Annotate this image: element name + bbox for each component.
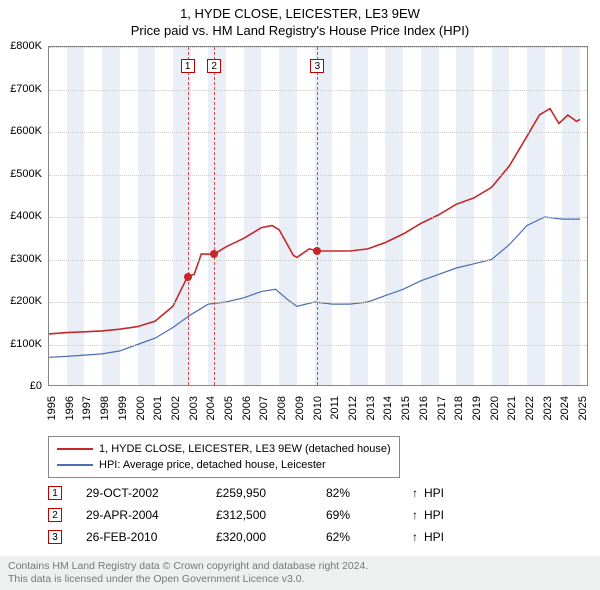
x-tick-label: 1998: [99, 396, 111, 420]
legend: 1, HYDE CLOSE, LEICESTER, LE3 9EW (detac…: [48, 436, 400, 478]
series-property: [49, 109, 580, 334]
sale-date: 29-OCT-2002: [86, 486, 216, 500]
sale-vline: [188, 47, 189, 385]
sale-suffix: HPI: [424, 486, 444, 500]
sale-price: £320,000: [216, 530, 326, 544]
x-tick-label: 2010: [312, 396, 324, 420]
x-tick-label: 2020: [489, 396, 501, 420]
legend-label-hpi: HPI: Average price, detached house, Leic…: [99, 457, 326, 473]
sale-vline: [317, 47, 318, 385]
legend-swatch-property: [57, 448, 93, 450]
x-tick-label: 2016: [418, 396, 430, 420]
x-tick-label: 2015: [400, 396, 412, 420]
legend-label-property: 1, HYDE CLOSE, LEICESTER, LE3 9EW (detac…: [99, 441, 391, 457]
sale-suffix: HPI: [424, 508, 444, 522]
sale-vline: [214, 47, 215, 385]
x-tick-label: 1997: [81, 396, 93, 420]
sales-row: 2 29-APR-2004£312,50069%↑HPI: [48, 504, 444, 526]
y-tick-label: £700K: [0, 83, 42, 95]
y-tick-label: £0: [0, 380, 42, 392]
x-tick-label: 2005: [223, 396, 235, 420]
chart: 123 £0£100K£200K£300K£400K£500K£600K£700…: [48, 46, 588, 406]
x-tick-label: 2004: [205, 396, 217, 420]
series-hpi: [49, 217, 580, 357]
page-subtitle: Price paid vs. HM Land Registry's House …: [0, 21, 600, 38]
footer-line-2: This data is licensed under the Open Gov…: [8, 573, 592, 586]
x-tick-label: 2025: [577, 396, 589, 420]
x-tick-label: 2018: [453, 396, 465, 420]
sale-ratio: 82%: [326, 486, 406, 500]
y-tick-label: £500K: [0, 168, 42, 180]
x-tick-label: 2008: [276, 396, 288, 420]
page-title: 1, HYDE CLOSE, LEICESTER, LE3 9EW: [0, 0, 600, 21]
footer-line-1: Contains HM Land Registry data © Crown c…: [8, 560, 592, 573]
x-tick-label: 1999: [117, 396, 129, 420]
footer: Contains HM Land Registry data © Crown c…: [0, 556, 600, 590]
y-tick-label: £800K: [0, 40, 42, 52]
x-tick-label: 2013: [365, 396, 377, 420]
x-tick-label: 2006: [241, 396, 253, 420]
sales-table: 129-OCT-2002£259,95082%↑HPI229-APR-2004£…: [48, 482, 444, 548]
sale-marker-box: 3: [310, 59, 324, 73]
y-tick-label: £600K: [0, 125, 42, 137]
plot-area: 12 3: [48, 46, 588, 386]
x-tick-label: 1995: [46, 396, 58, 420]
sale-ratio: 62%: [326, 530, 406, 544]
sale-marker-box: 2: [207, 59, 221, 73]
legend-swatch-hpi: [57, 464, 93, 466]
x-tick-label: 2014: [382, 396, 394, 420]
x-tick-label: 2019: [471, 396, 483, 420]
x-tick-label: 2002: [170, 396, 182, 420]
sale-dot: [210, 250, 218, 258]
sales-row: 3 26-FEB-2010£320,00062%↑HPI: [48, 526, 444, 548]
sale-price: £259,950: [216, 486, 326, 500]
sales-row: 1 29-OCT-2002£259,95082%↑HPI: [48, 482, 444, 504]
x-tick-label: 2003: [188, 396, 200, 420]
sale-marker-box: 1: [181, 59, 195, 73]
x-tick-label: 2017: [436, 396, 448, 420]
x-tick-label: 2021: [506, 396, 518, 420]
arrow-up-icon: ↑: [406, 486, 424, 500]
sale-suffix: HPI: [424, 530, 444, 544]
sale-date: 26-FEB-2010: [86, 530, 216, 544]
y-tick-label: £400K: [0, 210, 42, 222]
x-tick-label: 2023: [542, 396, 554, 420]
sale-ratio: 69%: [326, 508, 406, 522]
x-tick-label: 2024: [559, 396, 571, 420]
x-tick-label: 2012: [347, 396, 359, 420]
x-tick-label: 1996: [64, 396, 76, 420]
sale-dot: [184, 273, 192, 281]
sale-marker-box: 1: [48, 486, 62, 500]
arrow-up-icon: ↑: [406, 530, 424, 544]
legend-row-property: 1, HYDE CLOSE, LEICESTER, LE3 9EW (detac…: [57, 441, 391, 457]
x-tick-label: 2022: [524, 396, 536, 420]
y-tick-label: £200K: [0, 295, 42, 307]
sale-date: 29-APR-2004: [86, 508, 216, 522]
sale-marker-box: 2: [48, 508, 62, 522]
x-tick-label: 2001: [152, 396, 164, 420]
arrow-up-icon: ↑: [406, 508, 424, 522]
x-tick-label: 2009: [294, 396, 306, 420]
sale-dot: [313, 247, 321, 255]
legend-row-hpi: HPI: Average price, detached house, Leic…: [57, 457, 391, 473]
y-tick-label: £100K: [0, 338, 42, 350]
sale-marker-box: 3: [48, 530, 62, 544]
y-tick-label: £300K: [0, 253, 42, 265]
x-tick-label: 2000: [135, 396, 147, 420]
x-tick-label: 2007: [258, 396, 270, 420]
sale-price: £312,500: [216, 508, 326, 522]
x-tick-label: 2011: [329, 396, 341, 420]
